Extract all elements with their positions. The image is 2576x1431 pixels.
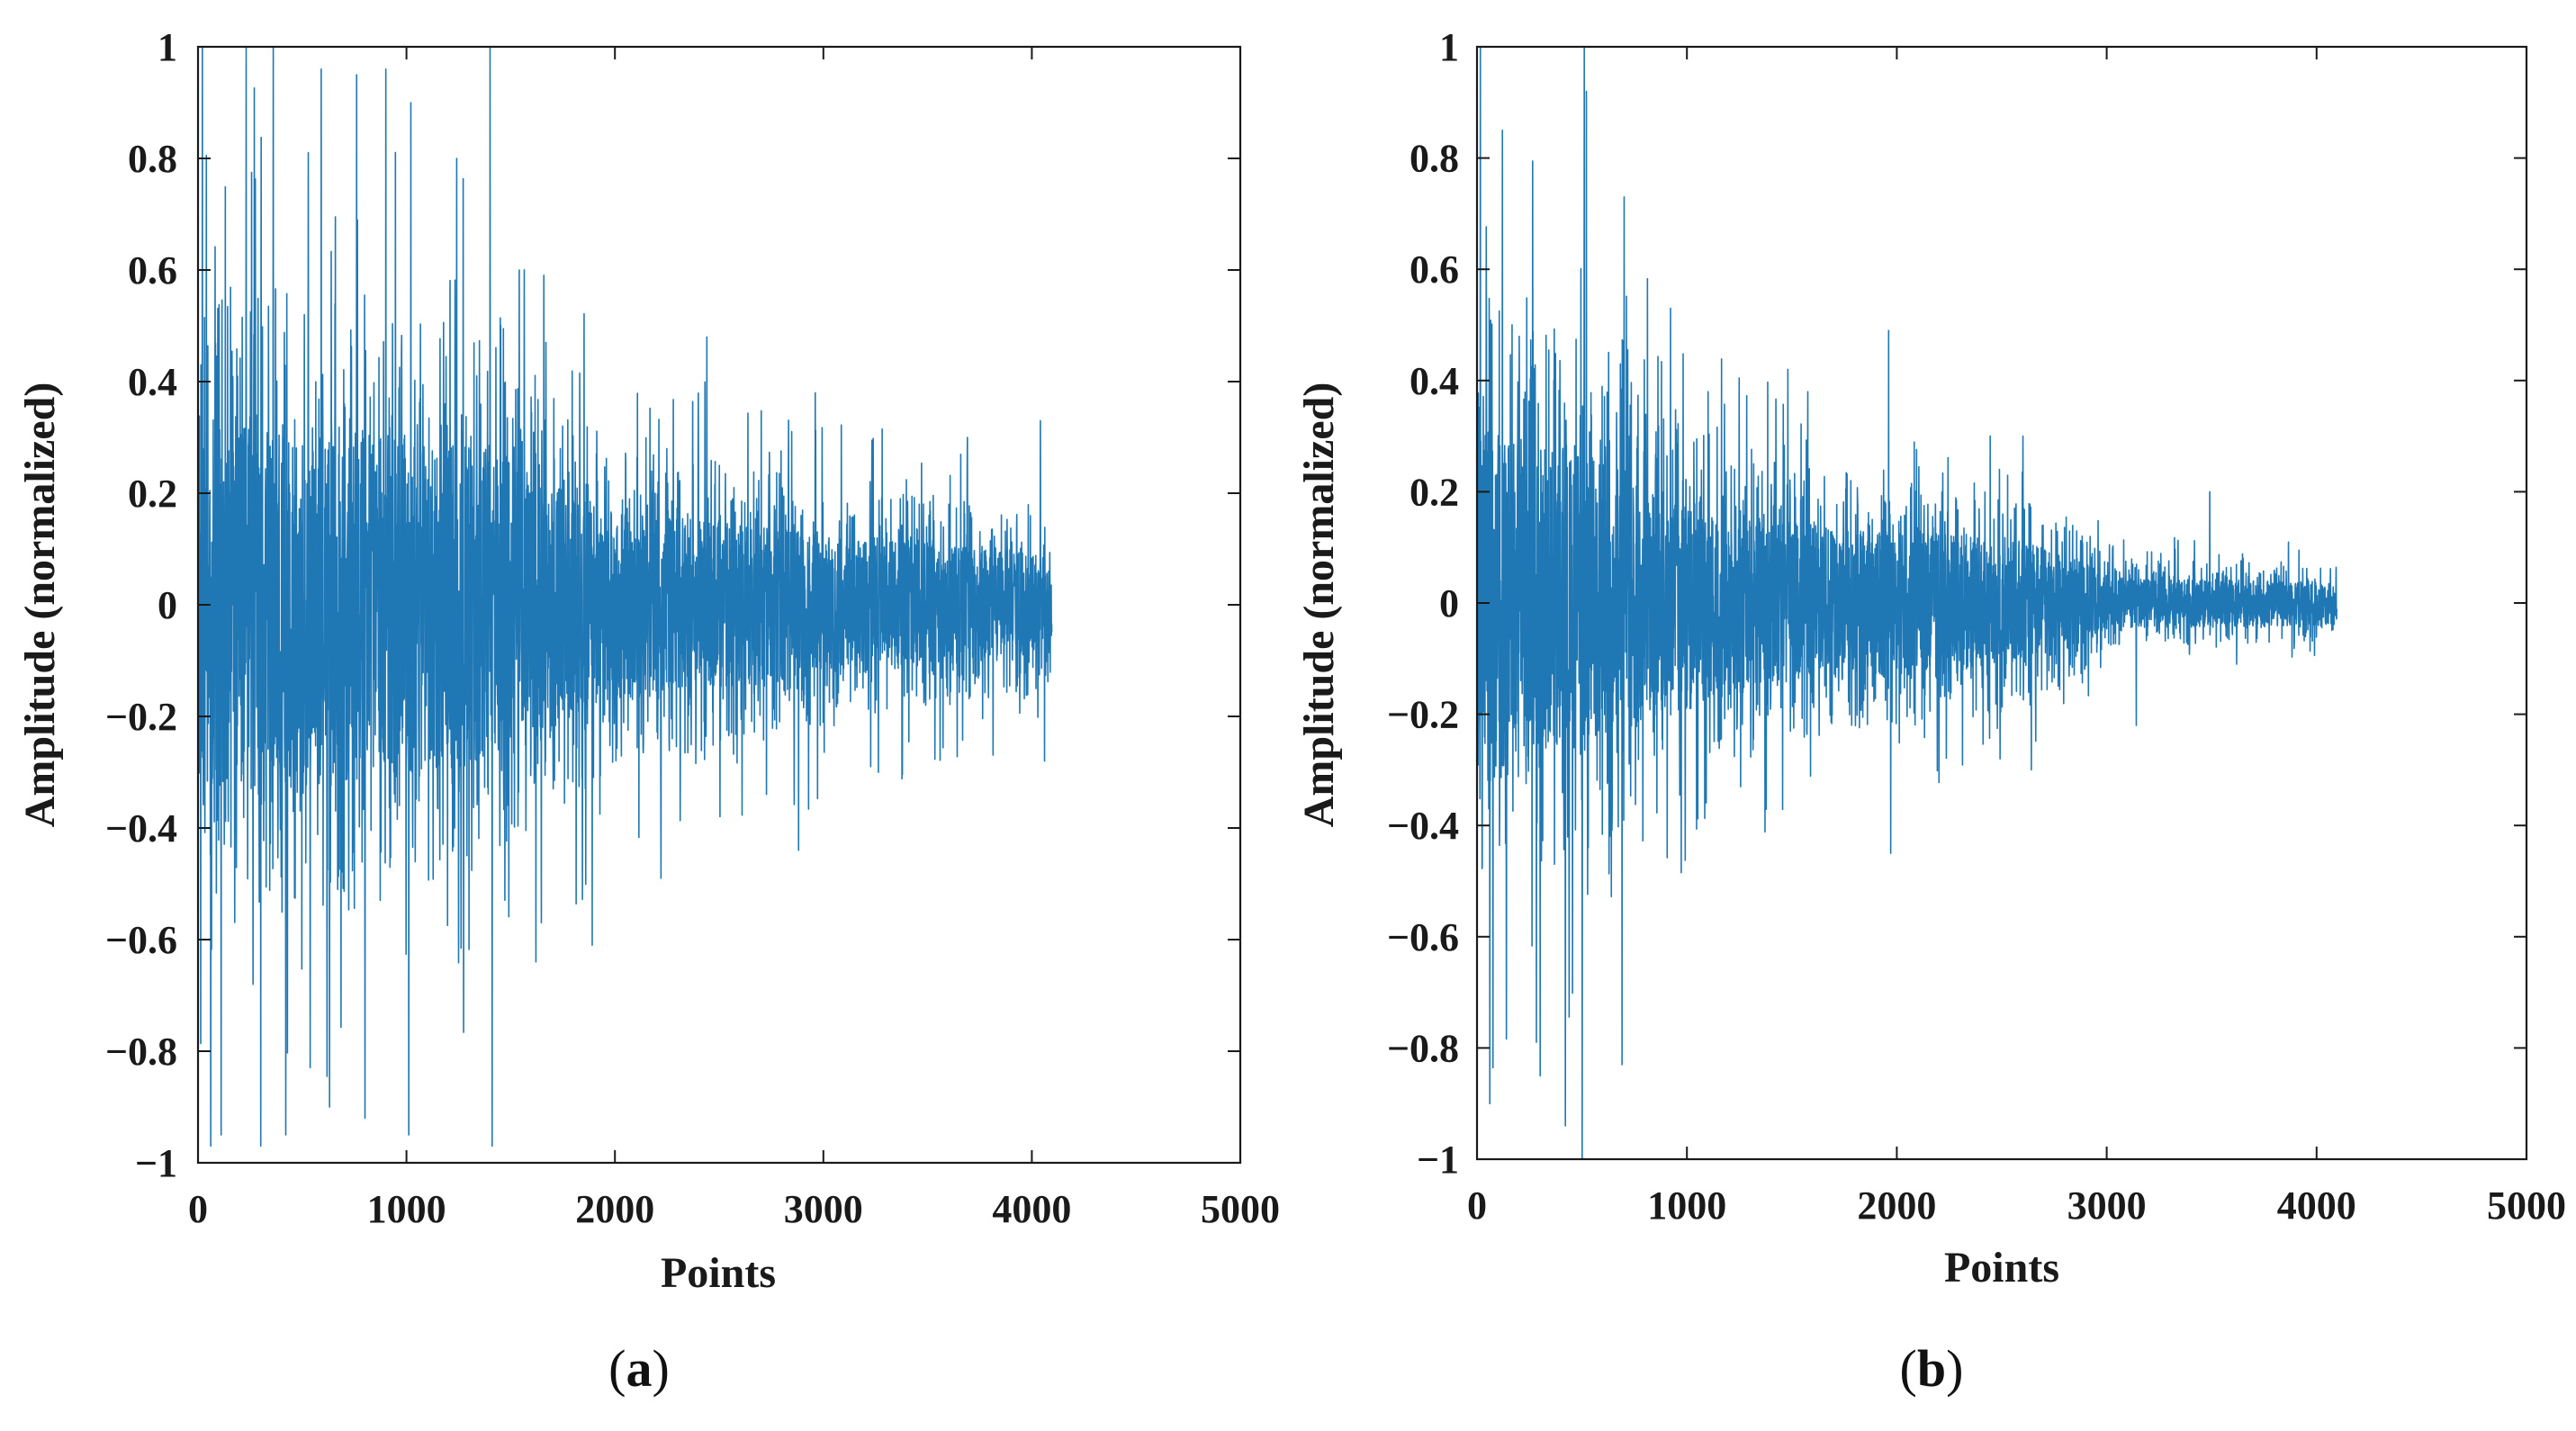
x-axis-title-a: Points (661, 1249, 776, 1297)
x-tick-label-b-4000: 4000 (2277, 1184, 2356, 1228)
panel-letter-a: a (626, 1339, 653, 1398)
y-tick-label-a-8: −0.6 (105, 918, 177, 962)
y-tick-label-b-6: −0.2 (1387, 693, 1459, 737)
panel-caption-a: (a) (608, 1339, 670, 1398)
x-tick-label-a-4000: 4000 (992, 1187, 1071, 1231)
chart-panel-b: 0 1000 2000 3000 4000 5000 1 0.8 0.6 0.4 0.2 0 −0.2 −… (1288, 0, 2576, 1431)
x-tick-label-a-5000: 5000 (1201, 1187, 1280, 1231)
x-tick-label-b-0: 0 (1467, 1184, 1487, 1228)
y-tick-label-a-10: −1 (135, 1141, 177, 1185)
y-tick-label-a-7: −0.4 (105, 806, 177, 850)
y-tick-label-b-0: 1 (1439, 25, 1459, 69)
y-tick-label-b-5: 0 (1439, 581, 1459, 626)
y-tick-label-b-1: 0.8 (1410, 137, 1459, 181)
y-tick-label-b-2: 0.6 (1410, 248, 1459, 292)
y-tick-label-a-5: 0 (158, 583, 177, 627)
y-tick-label-b-7: −0.4 (1387, 804, 1459, 848)
y-tick-label-a-4: 0.2 (128, 472, 177, 516)
y-tick-label-a-0: 1 (158, 25, 177, 69)
y-tick-label-a-1: 0.8 (128, 137, 177, 181)
x-tick-label-b-5000: 5000 (2487, 1184, 2566, 1228)
series-line-b-signal (1477, 47, 2337, 1159)
y-tick-label-b-4: 0.2 (1410, 470, 1459, 514)
y-tick-label-b-8: −0.6 (1387, 915, 1459, 959)
y-tick-label-b-9: −0.8 (1387, 1026, 1459, 1070)
x-tick-label-a-1000: 1000 (367, 1187, 446, 1231)
y-axis-title-a: Amplitude (normalized) (16, 382, 64, 828)
y-tick-label-a-2: 0.6 (128, 248, 177, 292)
x-tick-label-b-2000: 2000 (1857, 1184, 1936, 1228)
x-tick-label-a-2000: 2000 (575, 1187, 654, 1231)
x-tick-label-a-3000: 3000 (784, 1187, 863, 1231)
y-tick-label-a-9: −0.8 (105, 1030, 177, 1074)
chart-b: 0 1000 2000 3000 4000 5000 1 0.8 0.6 0.4 0.2 0 −0.2 −… (1295, 25, 2566, 1398)
x-tick-label-b-3000: 3000 (2067, 1184, 2147, 1228)
x-tick-label-a-0: 0 (188, 1187, 208, 1231)
chart-a: 0 1000 2000 3000 4000 5000 1 0.8 0.6 0.4 0.2 0 −0.2 −… (16, 25, 1280, 1398)
x-tick-label-b-1000: 1000 (1647, 1184, 1726, 1228)
y-tick-label-b-10: −1 (1417, 1138, 1459, 1182)
panel-letter-b: b (1917, 1339, 1946, 1398)
series-line-a-signal (198, 47, 1053, 1148)
panel-caption-b: (b) (1900, 1339, 1964, 1398)
chart-panel-a: 0 1000 2000 3000 4000 5000 1 0.8 0.6 0.4 0.2 0 −0.2 −… (16, 25, 1280, 1398)
y-tick-label-a-3: 0.4 (128, 360, 177, 404)
y-tick-label-a-6: −0.2 (105, 695, 177, 739)
y-tick-label-b-3: 0.4 (1410, 359, 1459, 403)
y-axis-title-b: Amplitude (normalized) (1295, 382, 1343, 828)
x-axis-title-b: Points (1944, 1244, 2059, 1292)
